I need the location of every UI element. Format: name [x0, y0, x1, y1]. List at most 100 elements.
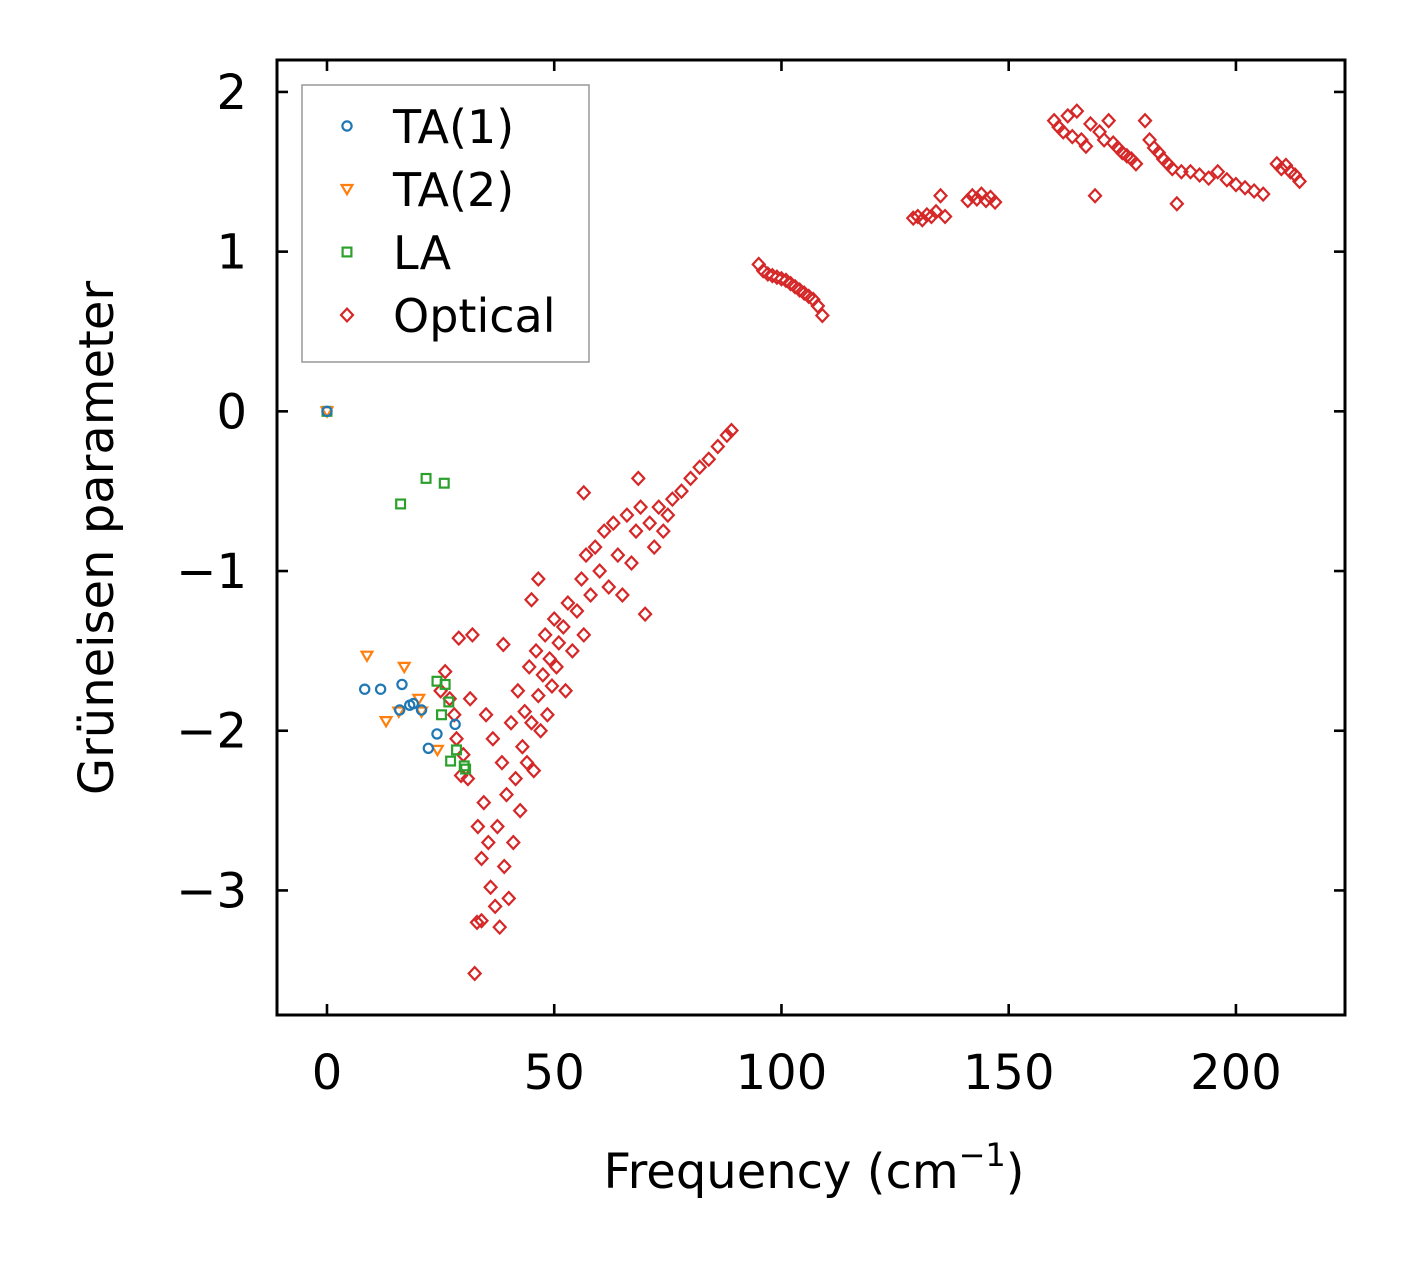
data-point	[573, 571, 590, 588]
data-point	[496, 858, 512, 875]
data-point	[544, 678, 560, 695]
data-point	[651, 499, 667, 516]
y-tick-label: 0	[216, 384, 247, 440]
data-point	[1055, 123, 1071, 140]
data-point	[610, 547, 626, 564]
axis-ticks: 0 50 100 150 200 −3 −2 −1 0 1 2	[176, 60, 1345, 1101]
data-point	[498, 786, 515, 803]
data-point	[407, 697, 420, 710]
data-point	[710, 438, 726, 455]
data-marks	[319, 103, 1308, 982]
data-point	[764, 267, 780, 284]
data-point	[1082, 115, 1099, 132]
data-point	[1137, 112, 1153, 129]
data-point	[542, 650, 558, 667]
data-point	[548, 658, 565, 675]
data-point	[501, 890, 517, 907]
data-point	[987, 194, 1003, 211]
data-point	[480, 834, 496, 851]
y-tick-label: 1	[216, 225, 247, 281]
data-point	[655, 523, 671, 540]
x-axis-label-superscript: −1	[959, 1136, 1006, 1174]
x-tick-label: 100	[736, 1045, 828, 1101]
data-point	[470, 818, 486, 835]
data-point	[633, 499, 649, 516]
legend-label: LA	[393, 226, 452, 280]
data-point	[928, 203, 944, 220]
data-point	[530, 571, 546, 588]
data-point	[519, 754, 535, 771]
data-point	[1219, 171, 1235, 188]
data-point	[321, 405, 333, 418]
x-tick-label: 0	[312, 1045, 343, 1101]
data-point	[1273, 160, 1289, 177]
series-ta-1-	[321, 405, 461, 755]
data-point	[1255, 186, 1271, 203]
data-point	[1192, 166, 1208, 183]
data-point	[449, 718, 461, 731]
data-point	[569, 602, 585, 619]
data-point	[719, 427, 735, 444]
data-point	[535, 666, 551, 683]
data-point	[576, 484, 592, 501]
data-point	[464, 626, 480, 643]
data-point	[623, 555, 639, 572]
y-tick-label: −3	[176, 863, 247, 919]
data-point	[683, 470, 699, 487]
data-point	[437, 663, 453, 680]
data-point	[420, 472, 432, 484]
data-point	[564, 642, 580, 659]
data-point	[701, 451, 717, 468]
data-point	[578, 547, 594, 564]
data-point	[1228, 176, 1244, 193]
data-point	[642, 515, 658, 532]
data-point	[478, 706, 494, 723]
data-point	[969, 190, 985, 207]
data-point	[512, 802, 528, 819]
data-point	[673, 483, 689, 500]
data-point	[445, 755, 457, 767]
legend-label: TA(2)	[392, 163, 514, 217]
y-tick-label: −2	[176, 704, 247, 760]
data-point	[769, 269, 785, 286]
data-point	[446, 706, 462, 723]
data-point	[430, 744, 445, 758]
data-point	[476, 794, 492, 811]
y-tick-label: −1	[176, 544, 247, 600]
data-point	[533, 722, 549, 739]
data-point	[555, 618, 571, 635]
data-point	[646, 539, 662, 556]
data-point	[583, 586, 599, 603]
data-point	[1169, 195, 1185, 212]
data-point	[474, 850, 490, 867]
data-point	[508, 770, 524, 787]
data-point	[630, 470, 646, 487]
data-point	[1064, 128, 1080, 145]
data-point	[937, 208, 953, 225]
data-point	[485, 730, 501, 747]
x-tick-label: 200	[1190, 1045, 1282, 1101]
legend-marker	[339, 306, 355, 324]
data-point	[551, 634, 567, 651]
data-point	[396, 661, 412, 675]
data-point	[510, 682, 526, 699]
data-point	[431, 728, 443, 740]
legend-label: TA(1)	[392, 100, 514, 154]
data-point	[460, 763, 472, 775]
data-point	[359, 683, 371, 695]
data-point	[422, 742, 435, 755]
data-point	[560, 594, 576, 611]
data-point	[530, 687, 546, 704]
data-point	[601, 578, 617, 596]
legend-items: TA(1) TA(2) LA Optical	[339, 100, 555, 343]
data-point	[619, 507, 635, 524]
x-axis-label-main: Frequency (cm	[603, 1144, 958, 1200]
data-point	[462, 690, 478, 707]
data-point	[592, 563, 608, 580]
data-point	[374, 683, 387, 695]
data-point	[526, 762, 542, 779]
data-point	[451, 744, 463, 756]
